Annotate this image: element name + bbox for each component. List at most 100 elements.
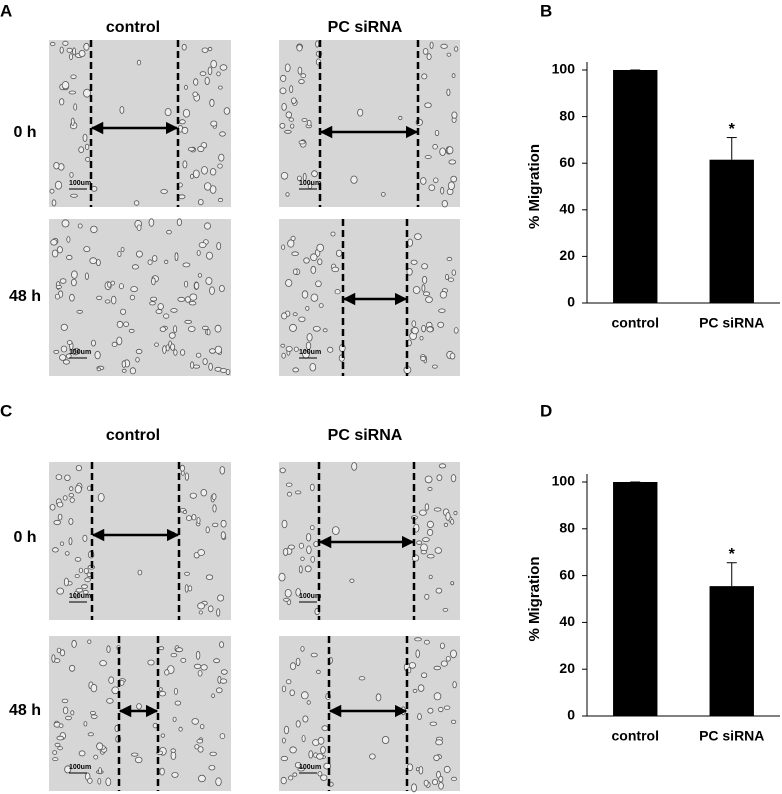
cell	[53, 161, 60, 170]
cell	[96, 367, 102, 372]
cell	[219, 641, 225, 648]
micrograph: 100um	[49, 462, 231, 620]
cell	[445, 273, 449, 281]
cell	[435, 739, 443, 746]
cell	[206, 251, 213, 260]
cell	[381, 736, 390, 745]
cell	[423, 779, 429, 787]
cell	[52, 547, 59, 553]
row-label: 48 h	[9, 288, 41, 305]
cell	[73, 103, 78, 111]
cell	[136, 59, 142, 66]
cell	[431, 364, 438, 369]
cell	[438, 463, 447, 469]
cell	[310, 253, 318, 262]
cell	[182, 109, 191, 118]
cell	[289, 85, 294, 94]
cell	[64, 765, 72, 774]
cell	[133, 200, 140, 206]
cell	[202, 358, 208, 366]
cell	[294, 761, 302, 769]
cell	[91, 339, 96, 347]
cell	[415, 767, 420, 772]
cell	[308, 750, 314, 759]
cell	[56, 246, 63, 254]
cell	[105, 777, 112, 787]
bar	[709, 586, 754, 716]
cell	[55, 474, 63, 481]
cell	[410, 783, 417, 793]
cell	[171, 772, 179, 778]
cell	[420, 355, 426, 362]
cell	[207, 46, 213, 52]
cell	[218, 85, 223, 90]
cell	[164, 259, 169, 264]
cell	[301, 735, 306, 743]
cell	[438, 781, 444, 790]
cell	[195, 650, 201, 660]
cell	[119, 679, 125, 686]
cell	[201, 166, 208, 175]
cell	[82, 534, 88, 542]
cell	[358, 676, 366, 681]
y-tick-label: 20	[559, 660, 575, 676]
cell	[93, 754, 99, 760]
cell	[315, 280, 322, 288]
cell	[70, 74, 77, 80]
cell	[194, 281, 200, 290]
cell	[189, 173, 194, 179]
cell	[84, 272, 89, 280]
cell	[424, 102, 432, 108]
cell	[104, 299, 111, 304]
cell	[442, 608, 449, 612]
cell	[422, 537, 430, 542]
cell	[66, 47, 73, 53]
cell	[426, 520, 434, 529]
cell	[170, 308, 178, 313]
cell	[150, 296, 158, 302]
cell	[78, 50, 86, 58]
cell	[369, 753, 376, 760]
y-tick-label: 100	[552, 61, 576, 77]
cell	[452, 681, 457, 689]
cell	[59, 98, 65, 106]
cell	[428, 184, 436, 192]
column-header: PC siRNA	[328, 427, 403, 444]
cell	[59, 541, 65, 546]
cell	[305, 341, 312, 350]
cell	[437, 321, 445, 328]
cell	[283, 725, 290, 735]
y-tick-label: 80	[559, 520, 575, 536]
cell	[118, 283, 124, 290]
cell	[279, 87, 287, 95]
cell	[197, 549, 206, 556]
cell	[163, 313, 170, 319]
cell	[285, 482, 293, 487]
cell	[281, 737, 286, 744]
scale-bar-label: 100um	[299, 180, 321, 187]
cell	[215, 777, 222, 786]
cell	[306, 545, 312, 555]
cell	[151, 255, 158, 262]
cell	[69, 497, 75, 503]
cell	[184, 584, 189, 593]
cell	[281, 103, 287, 111]
cell	[209, 185, 217, 194]
cell	[296, 44, 303, 52]
cell	[302, 172, 307, 182]
cell	[219, 131, 226, 137]
column-header: PC siRNA	[328, 19, 403, 36]
cell	[170, 652, 178, 658]
bar	[709, 159, 754, 303]
cell	[177, 296, 186, 302]
cell	[429, 41, 434, 49]
cell	[406, 763, 414, 772]
cell	[59, 278, 67, 284]
cell	[411, 326, 419, 335]
cell	[188, 301, 197, 306]
cell	[316, 753, 324, 760]
cell	[184, 319, 193, 324]
cell	[433, 754, 440, 762]
cell	[451, 269, 456, 276]
cell	[416, 540, 423, 545]
